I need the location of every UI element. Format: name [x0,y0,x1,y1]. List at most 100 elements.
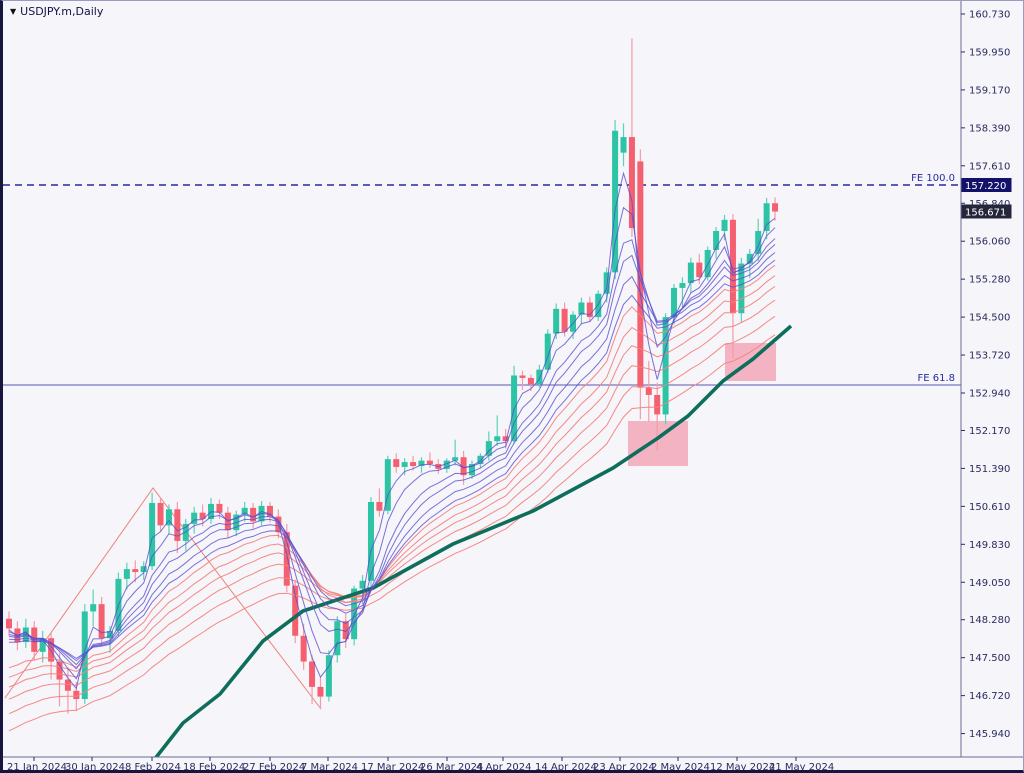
candle-bullish [401,462,408,467]
candle-bearish [199,512,206,520]
price-axis-label: 152.940 [969,389,1010,400]
candle-bullish [553,308,560,334]
candle-bullish [241,507,248,515]
candle-bullish [704,249,711,278]
candle-bullish [418,460,425,466]
price-axis-label: 149.830 [969,540,1010,551]
candle-bearish [48,638,55,662]
candle-bullish [763,203,770,231]
candle-bearish [586,302,593,318]
price-axis-label: 159.950 [969,47,1010,58]
candle-bullish [494,436,501,442]
ema-fast-line [8,171,776,690]
candle-bearish [342,621,349,640]
candle-bullish [679,283,686,288]
ema-fast-line [8,244,776,666]
price-axis-label: 153.720 [969,351,1010,362]
date-axis-label: 30 Jan 2024 [65,762,125,773]
price-axis-label: 149.050 [969,578,1010,589]
price-axis-label: 150.610 [969,502,1010,513]
candle-bullish [468,464,475,476]
candle-bullish [39,638,46,652]
candle-bearish [300,635,307,662]
candle-bullish [620,137,627,153]
candle-bearish [317,686,324,697]
candle-bullish [90,604,97,612]
symbol-timeframe-label[interactable]: ▼ USDJPY.m,Daily [10,5,103,18]
candle-bearish [250,507,257,522]
price-axis-label: 155.280 [969,275,1010,286]
candle-bearish [174,509,181,541]
candle-bearish [283,532,290,586]
date-axis-label: 2 May 2024 [651,762,710,773]
candle-bullish [671,287,678,318]
ema-fast-line [8,206,776,680]
price-axis-label: 145.940 [969,729,1010,740]
candle-bearish [502,436,509,442]
candle-bullish [149,502,156,567]
price-axis-label: 156.840 [969,199,1010,210]
price-axis-label: 156.060 [969,237,1010,248]
candle-bearish [696,262,703,278]
ema-fast-line [8,252,776,662]
candle-bearish [527,377,534,385]
price-axis-label: 154.500 [969,313,1010,324]
candle-bullish [140,566,147,573]
price-axis-label: 152.170 [969,426,1010,437]
price-axis-label: 146.720 [969,691,1010,702]
date-axis-label: 21 May 2024 [769,762,834,773]
candle-bearish [157,502,164,526]
candle-bullish [544,333,551,370]
zigzag-line[interactable] [4,487,322,710]
ema-slow-line [8,285,776,688]
candle-bullish [123,569,130,579]
date-axis-label: 18 Feb 2024 [183,762,245,773]
symbol-label-text: USDJPY.m,Daily [20,5,104,18]
candle-bullish [721,219,728,231]
date-axis-label: 17 Mar 2024 [361,762,424,773]
price-axis-label: 148.280 [969,615,1010,626]
candle-bearish [772,203,779,212]
candle-bearish [393,459,400,467]
current-price-box-label: 156.671 [965,207,1006,218]
candle-bearish [64,679,71,691]
plot-area[interactable]: FE 100.0 FE 61.8 [3,38,961,773]
candle-bearish [6,618,12,629]
candle-bullish [165,509,172,526]
candle-bullish [452,457,459,461]
date-axis-label: 21 Jan 2024 [7,762,67,773]
date-axis-label: 8 Feb 2024 [125,762,181,773]
date-axis-label: 14 Apr 2024 [535,762,597,773]
price-chart-canvas[interactable]: FE 100.0 FE 61.8 160.730 159.950 159.170 158.… [3,1,1024,773]
price-axis-label: 159.170 [969,85,1010,96]
price-axis-label: 160.730 [969,10,1010,21]
price-axis-label: 158.390 [969,123,1010,134]
current-price-box [961,204,1012,219]
candle-bullish [662,317,669,415]
highlight-zone[interactable] [628,421,688,466]
fib-level-label: FE 61.8 [917,373,955,384]
ema-slow-line [8,264,776,669]
date-axis-label: 23 Apr 2024 [593,762,655,773]
candle-bullish [746,253,753,264]
candle-bearish [645,387,652,395]
candle-bullish [595,293,602,318]
candle-bullish [612,130,619,273]
candle-bearish [309,661,316,687]
candle-bearish [460,457,467,476]
candle-bearish [132,569,139,573]
fib-level-label: FE 100.0 [911,173,955,184]
fib-price-box [961,178,1012,192]
ema-fast-line [8,238,776,670]
candle-bearish [628,137,635,229]
candle-bullish [687,262,694,284]
candle-bullish [603,272,610,294]
date-axis-label: 4 Apr 2024 [476,762,531,773]
candle-bullish [325,655,332,697]
candle-bearish [292,585,299,636]
symbol-dropdown-icon[interactable]: ▼ [10,7,17,16]
candle-bullish [367,501,374,581]
candle-bearish [216,503,223,513]
price-axis-label: 157.610 [969,161,1010,172]
